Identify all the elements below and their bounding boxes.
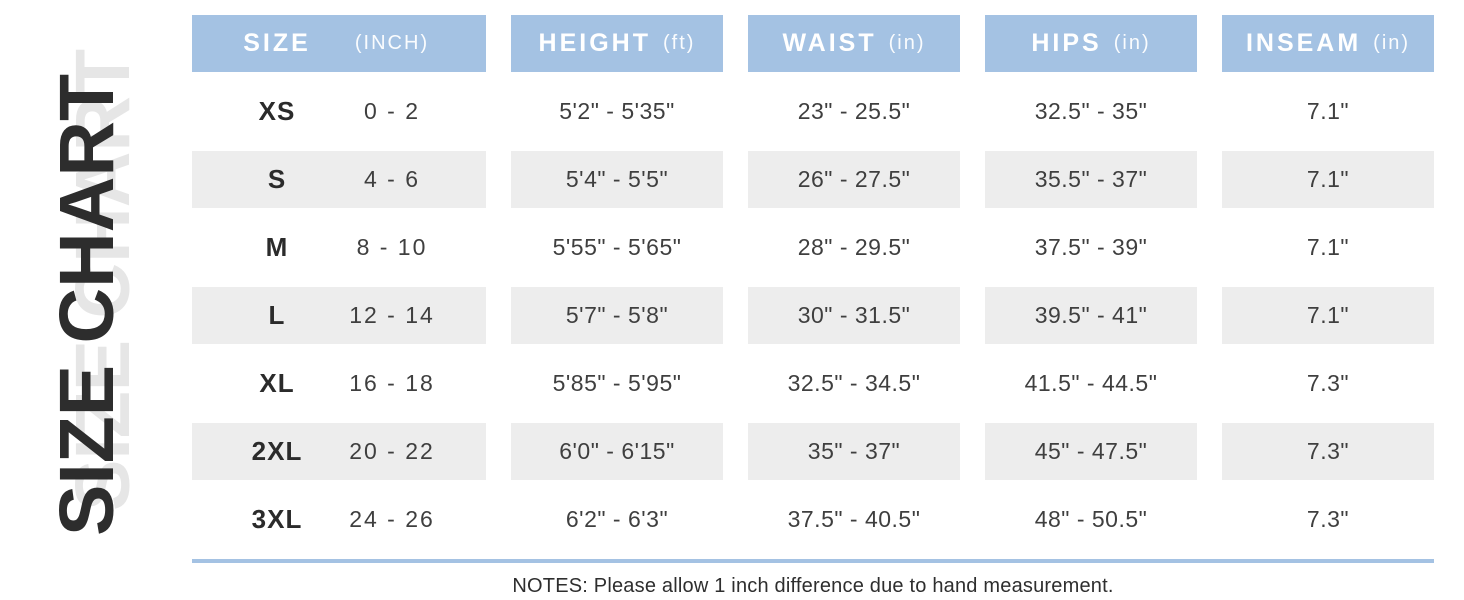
size-range: 12 - 14 bbox=[349, 302, 435, 328]
size-range: 20 - 22 bbox=[349, 438, 435, 464]
size-label: XL bbox=[259, 368, 295, 398]
cell-inseam: 7.1" bbox=[1306, 234, 1350, 260]
size-table: SIZE (INCH) HEIGHT (ft) WAIST (in) HIPS … bbox=[192, 15, 1434, 598]
cell-hips: 32.5" - 35" bbox=[1034, 98, 1148, 124]
cell-inseam: 7.1" bbox=[1306, 98, 1350, 124]
size-label: XS bbox=[258, 96, 296, 126]
cell-hips: 41.5" - 44.5" bbox=[1024, 370, 1158, 396]
header-waist: WAIST (in) bbox=[748, 15, 960, 72]
header-size-unit: (INCH) bbox=[354, 32, 430, 54]
size-label: 2XL bbox=[251, 436, 303, 466]
header-height-label: HEIGHT bbox=[538, 29, 651, 57]
size-range: 24 - 26 bbox=[349, 506, 435, 532]
header-size: SIZE (INCH) bbox=[192, 15, 486, 72]
cell-inseam: 7.1" bbox=[1222, 287, 1434, 344]
cell-height: 5'85" - 5'95" bbox=[552, 370, 682, 396]
cell-hips: 45" - 47.5" bbox=[985, 423, 1197, 480]
cell-waist: 26" - 27.5" bbox=[748, 151, 960, 208]
header-waist-label: WAIST bbox=[782, 29, 877, 57]
vertical-title: SIZE CHART bbox=[42, 74, 132, 536]
cell-hips: 39.5" - 41" bbox=[985, 287, 1197, 344]
size-label: 3XL bbox=[251, 504, 303, 534]
table-row: 3XL 24 - 26 6'2" - 6'3" 37.5" - 40.5" 48… bbox=[192, 491, 1434, 548]
cell-inseam: 7.1" bbox=[1222, 151, 1434, 208]
header-inseam-label: INSEAM bbox=[1245, 29, 1362, 57]
cell-size: XL 16 - 18 bbox=[192, 355, 486, 412]
size-range: 4 - 6 bbox=[363, 166, 421, 192]
cell-inseam: 7.3" bbox=[1306, 506, 1350, 532]
size-label: M bbox=[265, 232, 289, 262]
cell-size: 3XL 24 - 26 bbox=[192, 491, 486, 548]
cell-size: 2XL 20 - 22 bbox=[192, 423, 486, 480]
cell-waist: 23" - 25.5" bbox=[797, 98, 911, 124]
table-row: XL 16 - 18 5'85" - 5'95" 32.5" - 34.5" 4… bbox=[192, 355, 1434, 412]
cell-hips: 48" - 50.5" bbox=[1034, 506, 1148, 532]
cell-height: 5'4" - 5'5" bbox=[511, 151, 723, 208]
header-height-unit: (ft) bbox=[663, 32, 696, 54]
table-row: XS 0 - 2 5'2" - 5'35" 23" - 25.5" 32.5" … bbox=[192, 83, 1434, 140]
header-height: HEIGHT (ft) bbox=[511, 15, 723, 72]
cell-hips: 35.5" - 37" bbox=[985, 151, 1197, 208]
cell-waist: 37.5" - 40.5" bbox=[787, 506, 921, 532]
header-waist-unit: (in) bbox=[888, 32, 926, 54]
cell-waist: 30" - 31.5" bbox=[748, 287, 960, 344]
table-row: 2XL 20 - 22 6'0" - 6'15" 35" - 37" 45" -… bbox=[192, 423, 1434, 480]
cell-inseam: 7.3" bbox=[1222, 423, 1434, 480]
header-inseam-unit: (in) bbox=[1373, 32, 1411, 54]
cell-size: XS 0 - 2 bbox=[192, 83, 486, 140]
size-label: L bbox=[268, 300, 286, 330]
header-hips: HIPS (in) bbox=[985, 15, 1197, 72]
size-range: 16 - 18 bbox=[349, 370, 435, 396]
size-range: 0 - 2 bbox=[363, 98, 421, 124]
cell-size: L 12 - 14 bbox=[192, 287, 486, 344]
cell-height: 5'2" - 5'35" bbox=[559, 98, 675, 124]
cell-waist: 32.5" - 34.5" bbox=[787, 370, 921, 396]
table-bottom-divider bbox=[192, 559, 1434, 563]
cell-height: 5'55" - 5'65" bbox=[552, 234, 682, 260]
table-body: XS 0 - 2 5'2" - 5'35" 23" - 25.5" 32.5" … bbox=[192, 83, 1434, 548]
header-inseam: INSEAM (in) bbox=[1222, 15, 1434, 72]
header-hips-unit: (in) bbox=[1113, 32, 1151, 54]
cell-inseam: 7.3" bbox=[1306, 370, 1350, 396]
table-header-row: SIZE (INCH) HEIGHT (ft) WAIST (in) HIPS … bbox=[192, 15, 1434, 72]
cell-height: 5'7" - 5'8" bbox=[511, 287, 723, 344]
size-range: 8 - 10 bbox=[356, 234, 428, 260]
header-size-label: SIZE bbox=[243, 29, 311, 57]
table-row: S 4 - 6 5'4" - 5'5" 26" - 27.5" 35.5" - … bbox=[192, 151, 1434, 208]
vertical-title-text: SIZE CHART bbox=[43, 74, 130, 536]
cell-waist: 28" - 29.5" bbox=[797, 234, 911, 260]
table-row: L 12 - 14 5'7" - 5'8" 30" - 31.5" 39.5" … bbox=[192, 287, 1434, 344]
table-row: M 8 - 10 5'55" - 5'65" 28" - 29.5" 37.5"… bbox=[192, 219, 1434, 276]
header-hips-label: HIPS bbox=[1031, 29, 1102, 57]
cell-height: 6'0" - 6'15" bbox=[511, 423, 723, 480]
cell-size: S 4 - 6 bbox=[192, 151, 486, 208]
notes-text: NOTES: Please allow 1 inch difference du… bbox=[512, 575, 1114, 597]
cell-size: M 8 - 10 bbox=[192, 219, 486, 276]
cell-hips: 37.5" - 39" bbox=[1034, 234, 1148, 260]
cell-waist: 35" - 37" bbox=[748, 423, 960, 480]
size-label: S bbox=[267, 164, 287, 194]
cell-height: 6'2" - 6'3" bbox=[565, 506, 669, 532]
